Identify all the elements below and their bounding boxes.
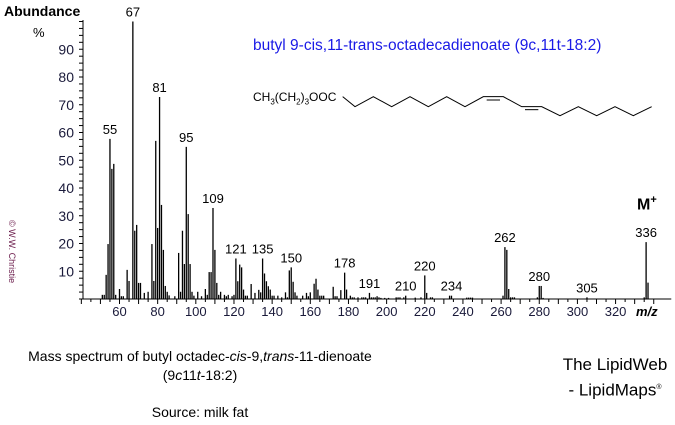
y-tick-label: 50 [58,152,74,168]
formula-part: OOC [309,90,337,104]
caption-italic: trans [263,348,295,364]
y-tick-label: 90 [58,41,74,57]
mplus-text: M [637,196,651,214]
x-tick-label: 100 [185,304,207,319]
x-tick-label: 240 [452,304,474,319]
figure-caption: Mass spectrum of butyl octadec-cis-9,tra… [0,347,400,385]
caption-text: -9, [246,348,264,364]
formula-part: CH [253,90,271,104]
peak-label: 336 [635,225,657,240]
caption-line-2: (9c11t-18:2) [0,366,400,385]
carbon-chain [342,96,652,117]
y-axis-title: Abundance [4,3,81,19]
formula-sub: 3 [304,97,310,107]
x-tick-label: 120 [223,304,245,319]
x-tick-label: 220 [414,304,436,319]
caption-text: (9 [162,367,176,383]
peak-label: 135 [252,241,274,256]
x-tick-label: 160 [299,304,321,319]
formula-sub: 2 [296,97,301,107]
y-tick-label: 60 [58,125,74,141]
peak-label: 150 [280,250,302,265]
brand-line-2: - LipidMaps® [540,376,675,402]
y-tick-label: 40 [58,180,74,196]
x-axis-title: m/z [636,304,658,319]
x-tick-label: 280 [528,304,550,319]
caption-text: -18:2) [200,367,238,383]
caption-text: Mass spectrum of butyl octadec- [28,348,230,364]
source-note: Source: milk fat [151,404,249,420]
peak-label: 81 [152,80,166,95]
x-tick-label: 300 [567,304,589,319]
caption-italic: c [175,367,183,383]
ester-formula: CH3(CH2)3OOC [253,90,336,106]
molecular-ion-label: M+ [637,194,657,214]
peak-label: 262 [494,230,516,245]
y-tick-label: 70 [58,97,74,113]
peak-label: 67 [126,5,140,20]
caption-italic: t [196,367,201,383]
peak-label: 191 [359,276,381,291]
brand-line-1: The LipidWeb [562,355,668,374]
peak-label: 305 [576,280,598,295]
y-tick-label: 10 [58,263,74,279]
x-tick-label: 80 [150,304,164,319]
x-tick-label: 60 [112,304,126,319]
caption-line-1: Mass spectrum of butyl octadec-cis-9,tra… [0,347,400,366]
lipidweb-brand: The LipidWeb - LipidMaps® [540,353,675,402]
peak-label: 109 [202,191,224,206]
formula-part: (CH [274,90,297,104]
peak-label: 280 [528,269,550,284]
y-axis-unit: % [33,25,45,40]
x-tick-label: 180 [338,304,360,319]
y-tick-label: 80 [58,69,74,85]
peak-label: 234 [441,279,463,294]
y-tick-label: 30 [58,208,74,224]
mplus-charge: + [650,194,657,206]
x-tick-label: 200 [376,304,398,319]
copyright-notice: © W.W. Christie [7,220,17,284]
molecule-structure [342,96,652,117]
caption-text: 11 [182,367,197,383]
y-tick-label: 20 [58,236,74,252]
peak-label: 95 [179,130,193,145]
x-tick-label: 260 [490,304,512,319]
peak-label: 55 [103,122,117,137]
peak-label: 178 [334,256,356,271]
x-tick-label: 140 [261,304,283,319]
brand-text: - LipidMaps [568,380,657,400]
formula-sub: 3 [270,97,275,107]
peak-label: 210 [395,279,417,294]
caption-italic: cis [229,348,247,364]
formula-part: ) [300,90,305,104]
peak-label: 121 [225,241,247,256]
caption-text: -11-dienoate [294,348,372,364]
compound-title: butyl 9-cis,11-trans-octadecadienoate (9… [253,37,602,54]
peak-label: 220 [414,258,436,273]
registered-mark: ® [656,384,662,391]
x-tick-label: 320 [605,304,627,319]
